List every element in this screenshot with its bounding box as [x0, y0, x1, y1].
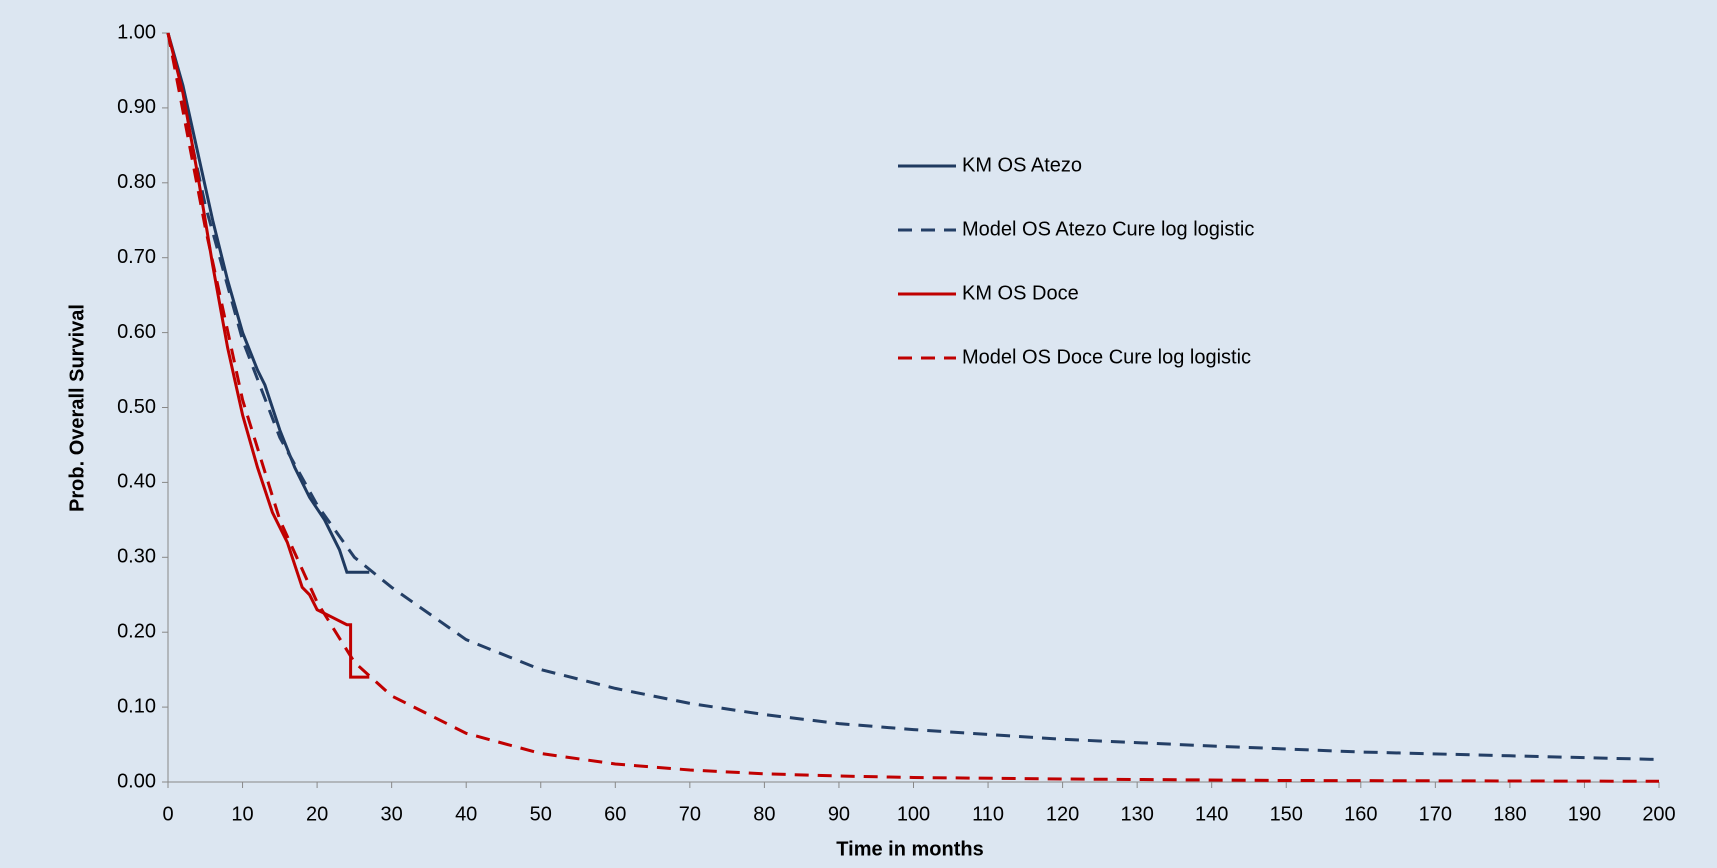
legend-label: Model OS Doce Cure log logistic: [962, 346, 1251, 368]
x-tick-label: 90: [828, 803, 850, 825]
series-line: [166, 32, 1660, 761]
y-tick-label: 0.30: [117, 546, 156, 568]
x-tick-label: 170: [1419, 803, 1452, 825]
x-tick-label: 10: [231, 803, 253, 825]
x-tick-label: 60: [604, 803, 626, 825]
legend-label: Model OS Atezo Cure log logistic: [962, 218, 1254, 240]
y-axis-title: Prob. Overall Survival: [66, 304, 88, 512]
x-tick-label: 190: [1568, 803, 1601, 825]
x-tick-label: 20: [306, 803, 328, 825]
x-tick-label: 160: [1344, 803, 1377, 825]
series-line: [166, 32, 1660, 783]
x-tick-label: 110: [972, 803, 1004, 825]
x-tick-label: 140: [1195, 803, 1228, 825]
x-axis-title: Time in months: [836, 838, 983, 860]
y-tick-label: 0.20: [117, 620, 156, 642]
y-tick-label: 1.00: [117, 21, 156, 43]
y-tick-label: 0.70: [117, 246, 156, 268]
x-tick-label: 120: [1046, 803, 1079, 825]
y-tick-label: 0.40: [117, 471, 156, 493]
x-tick-label: 30: [381, 803, 403, 825]
y-tick-label: 0.60: [117, 321, 156, 343]
x-tick-label: 40: [455, 803, 477, 825]
legend-label: KM OS Atezo: [962, 154, 1082, 176]
y-tick-label: 0.90: [117, 96, 156, 118]
x-tick-label: 150: [1270, 803, 1303, 825]
x-tick-label: 200: [1642, 803, 1675, 825]
x-tick-label: 180: [1493, 803, 1526, 825]
y-tick-label: 0.80: [117, 171, 156, 193]
x-tick-label: 70: [679, 803, 701, 825]
x-tick-label: 0: [162, 803, 173, 825]
series-line: [166, 32, 370, 574]
y-tick-label: 0.50: [117, 396, 156, 418]
x-tick-label: 50: [530, 803, 552, 825]
legend-label: KM OS Doce: [962, 282, 1079, 304]
y-tick-label: 0.10: [117, 695, 156, 717]
series-line: [166, 32, 370, 679]
y-tick-label: 0.00: [117, 770, 156, 792]
x-tick-label: 100: [897, 803, 930, 825]
x-tick-label: 80: [753, 803, 775, 825]
x-tick-label: 130: [1120, 803, 1153, 825]
